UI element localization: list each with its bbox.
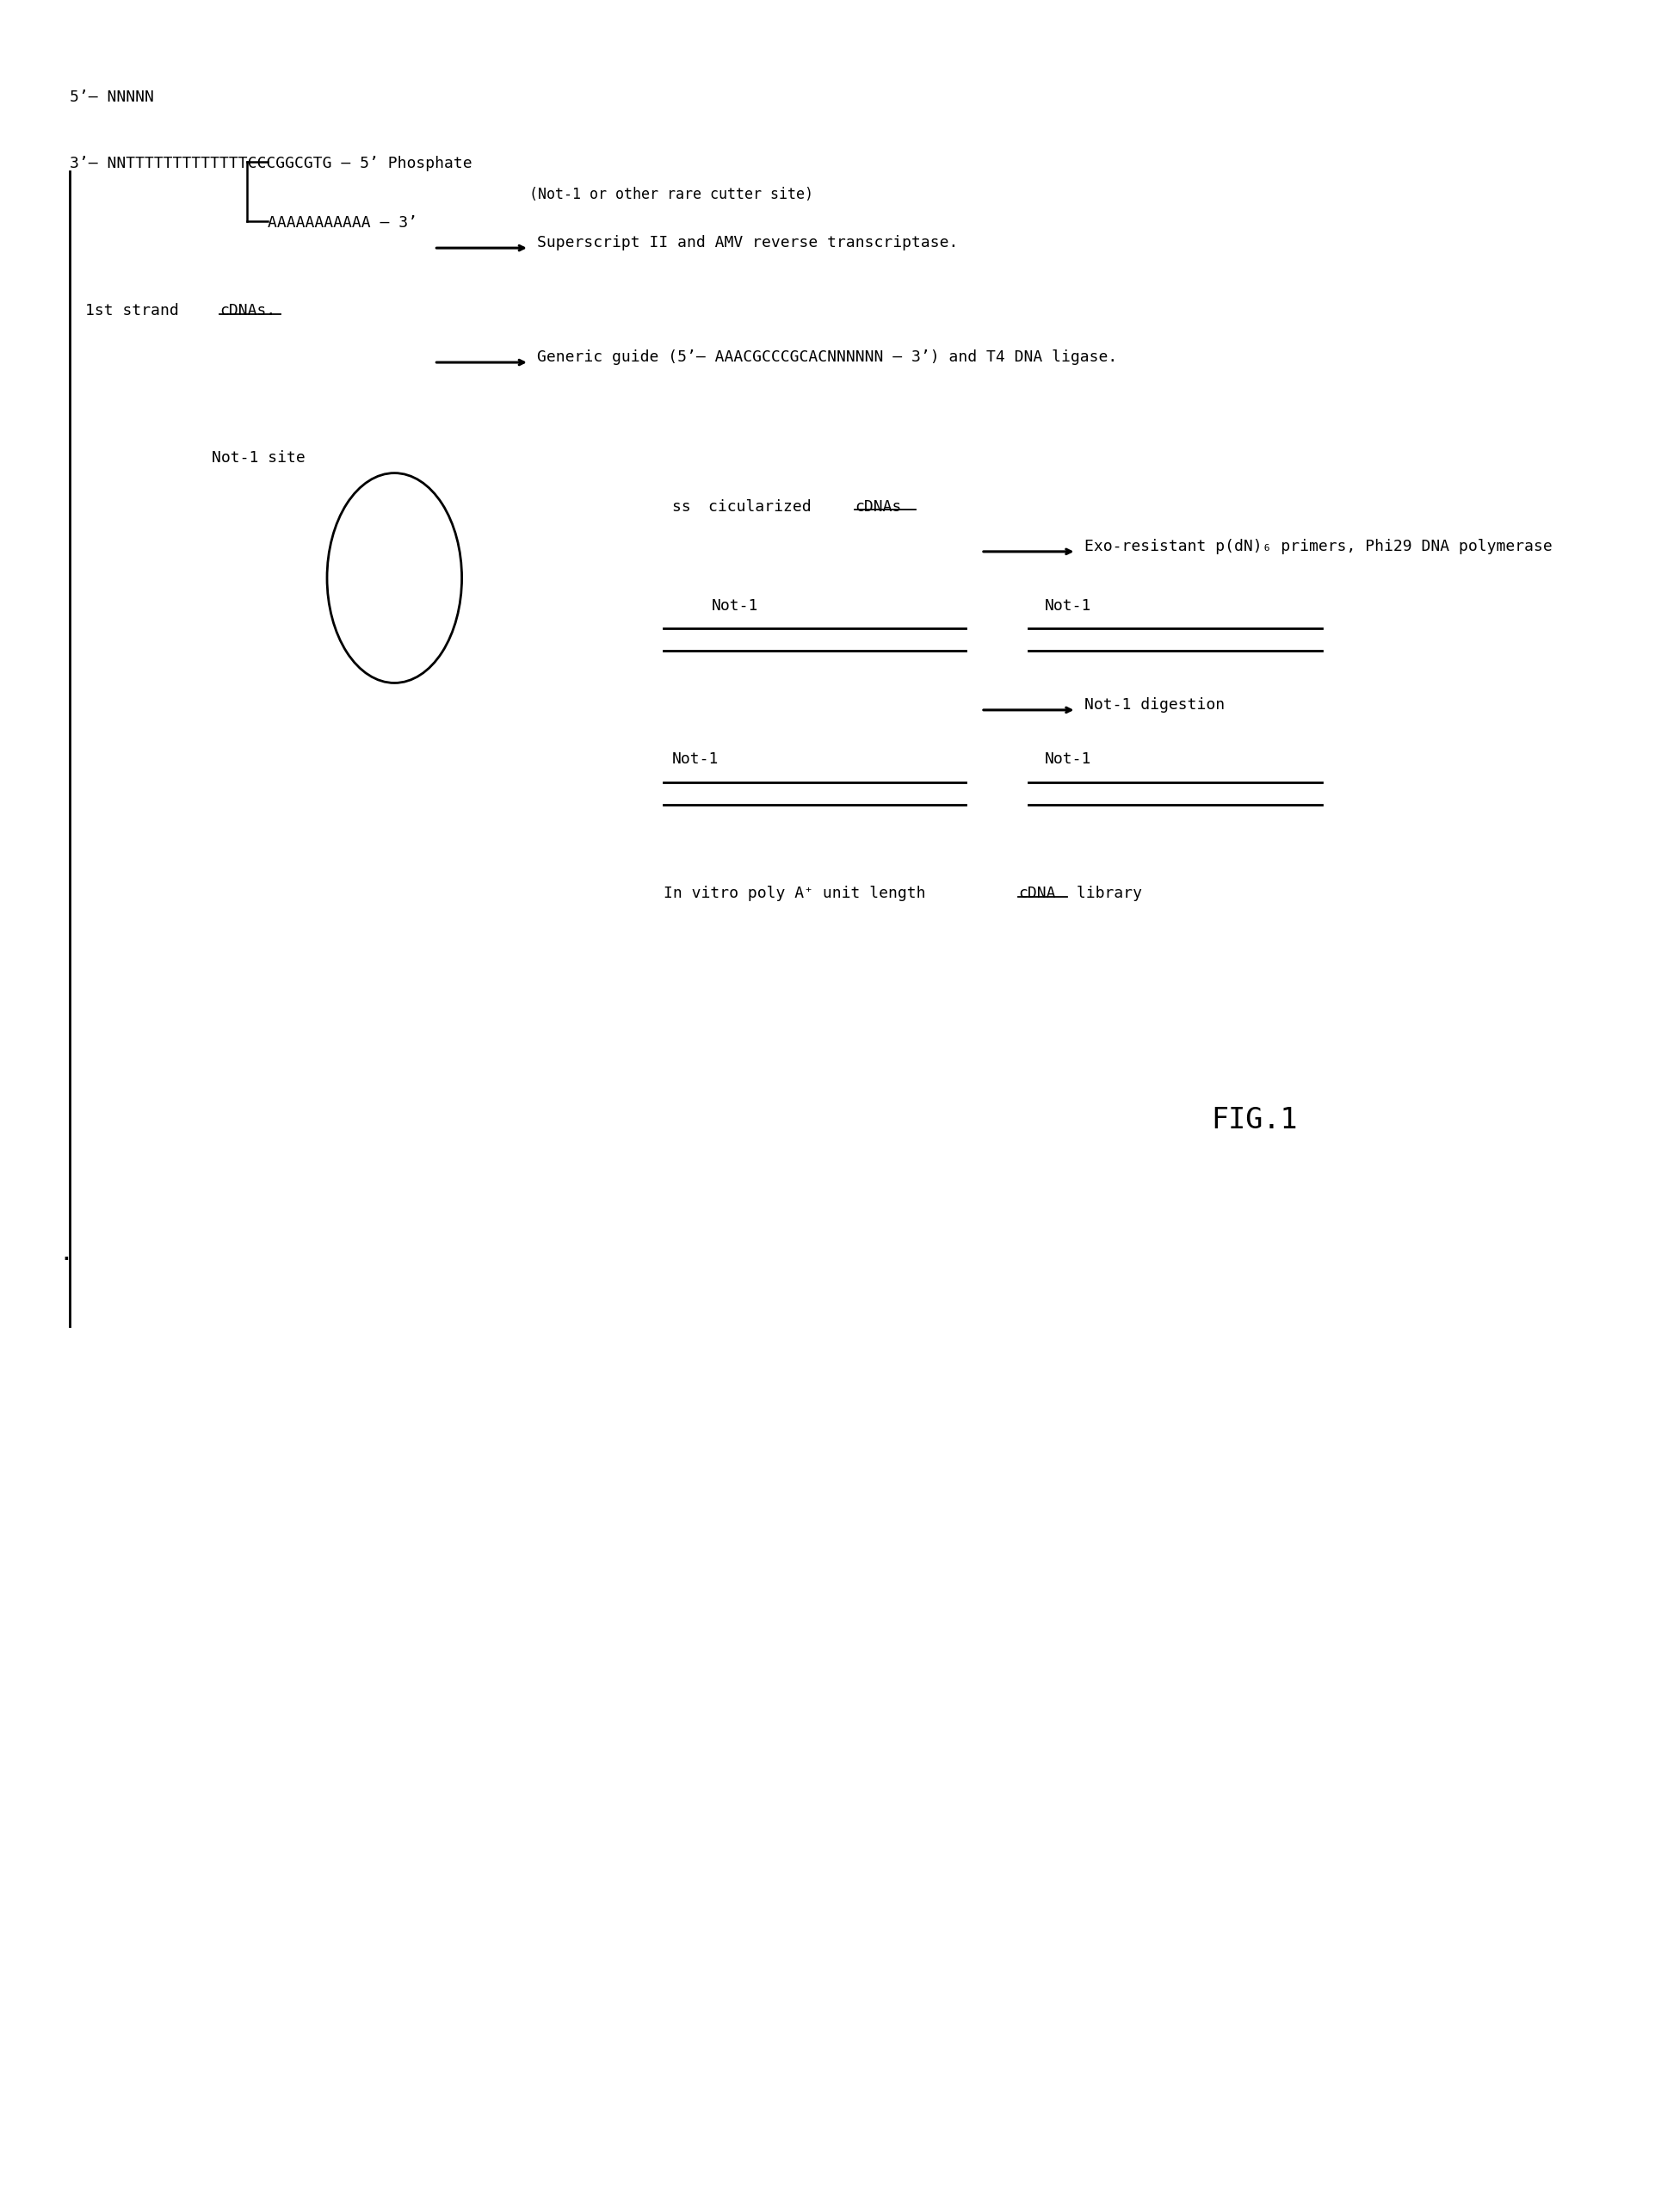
Text: cDNA: cDNA xyxy=(1018,887,1056,902)
Text: AAAAAAAAAAA — 3’: AAAAAAAAAAA — 3’ xyxy=(268,215,417,230)
Text: 5’— NNNNN: 5’— NNNNN xyxy=(70,88,154,106)
Text: Superscript II and AMV reverse transcriptase.: Superscript II and AMV reverse transcrip… xyxy=(538,234,958,250)
Text: ss: ss xyxy=(672,498,700,513)
Text: Not-1 digestion: Not-1 digestion xyxy=(1084,697,1225,712)
Text: Not-1 site: Not-1 site xyxy=(212,451,306,467)
Text: Not-1: Not-1 xyxy=(672,752,718,768)
Text: cDNAs: cDNAs xyxy=(856,498,902,513)
Text: FIG.1: FIG.1 xyxy=(1211,1106,1298,1135)
Text: Not-1: Not-1 xyxy=(712,597,758,613)
Text: Not-1: Not-1 xyxy=(1044,597,1091,613)
Text: Exo-resistant p(dN)₆ primers, Phi29 DNA polymerase: Exo-resistant p(dN)₆ primers, Phi29 DNA … xyxy=(1084,538,1552,553)
Text: cDNAs.: cDNAs. xyxy=(220,303,276,319)
Text: (Not-1 or other rare cutter site): (Not-1 or other rare cutter site) xyxy=(530,186,813,201)
Text: .: . xyxy=(61,1239,71,1267)
Text: Not-1: Not-1 xyxy=(1044,752,1091,768)
Text: In vitro poly A⁺ unit length: In vitro poly A⁺ unit length xyxy=(664,887,935,902)
Text: cicularized: cicularized xyxy=(708,498,821,513)
Text: Generic guide (5’— AAACGCCCGCACNNNNNN — 3’) and T4 DNA ligase.: Generic guide (5’— AAACGCCCGCACNNNNNN — … xyxy=(538,349,1117,365)
Text: 3’— NNTTTTTTTTTTTTTCCCGGCGTG — 5’ Phosphate: 3’— NNTTTTTTTTTTTTTCCCGGCGTG — 5’ Phosph… xyxy=(70,155,472,170)
Text: library: library xyxy=(1067,887,1142,902)
Text: 1st strand: 1st strand xyxy=(86,303,189,319)
